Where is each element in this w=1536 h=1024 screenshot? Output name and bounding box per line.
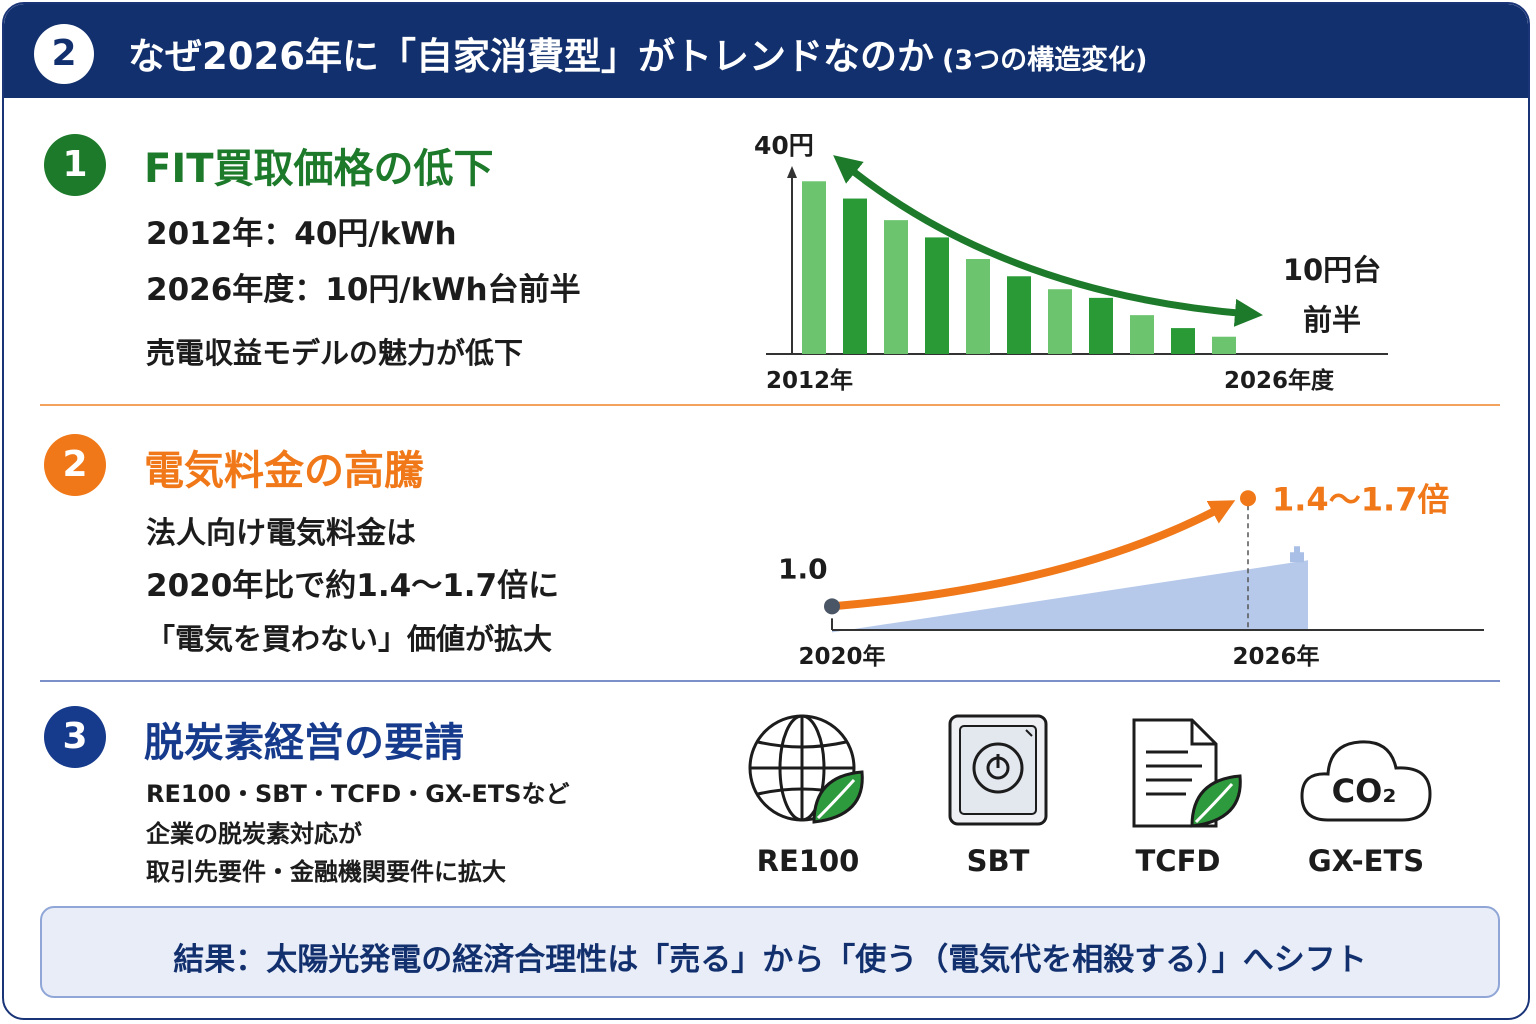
result-banner: 結果：太陽光発電の経済合理性は「売る」から「使う（電気代を相殺する）」へシフト xyxy=(40,906,1500,998)
icon-label-tcfd: TCFD xyxy=(1135,844,1221,878)
chart1-bar xyxy=(1171,328,1195,354)
co2-glyph: CO₂ xyxy=(1332,772,1397,810)
section-2-line-3: 「電気を買わない」価値が拡大 xyxy=(146,622,553,656)
section-divider-1 xyxy=(40,404,1500,406)
chart1-tick-label-start: 2012年 xyxy=(766,367,853,394)
chart1-y-axis-arrowhead xyxy=(787,166,797,178)
section-divider-2 xyxy=(40,680,1500,682)
chart2-tick-label-end: 2026年 xyxy=(1232,643,1319,670)
section-1-line-3: 売電収益モデルの魅力が低下 xyxy=(146,336,524,370)
section-1-number-badge: 1 xyxy=(44,134,106,196)
chart2-tick-label-start: 2020年 xyxy=(798,643,885,670)
section-1-title: FIT買取価格の低下 xyxy=(144,146,494,192)
icon-label-gx-ets: GX-ETS xyxy=(1307,844,1425,878)
chart2-rise-arrow xyxy=(831,500,1236,611)
header-bar: 2 なぜ2026年に「自家消費型」がトレンドなのか (3つの構造変化) xyxy=(4,4,1528,98)
chart1-bar xyxy=(966,259,990,354)
chart1-tick-label-end: 2026年度 xyxy=(1224,367,1335,394)
chart1-end-label-line2: 前半 xyxy=(1303,303,1361,337)
page-title: なぜ2026年に「自家消費型」がトレンドなのか (3つの構造変化) xyxy=(128,26,1147,80)
page-title-main: なぜ2026年に「自家消費型」がトレンドなのか xyxy=(128,35,934,78)
chart1-bar xyxy=(802,181,826,354)
electricity-price-chart: 1.0 1.4〜1.7倍 2020年 2026年 xyxy=(778,480,1484,670)
section-3-title: 脱炭素経営の要請 xyxy=(144,720,464,766)
chart1-y-top-label: 40円 xyxy=(754,131,814,160)
page-subtitle: (3つの構造変化) xyxy=(941,45,1148,76)
chart1-bar xyxy=(1048,289,1072,354)
section-3-line-3: 取引先要件・金融機関要件に拡大 xyxy=(146,858,506,886)
chart1-bar xyxy=(1089,297,1113,354)
chart2-start-point xyxy=(824,598,840,615)
chart2-area-spike xyxy=(1290,546,1304,563)
section-3-line-2: 企業の脱炭素対応が xyxy=(146,820,362,848)
globe-leaf-icon xyxy=(744,710,874,834)
section-2-number-badge: 2 xyxy=(44,434,106,496)
chart2-end-point xyxy=(1240,490,1256,507)
icon-label-sbt: SBT xyxy=(966,844,1030,878)
section-2-line-2: 2020年比で約1.4〜1.7倍に xyxy=(146,568,560,604)
section-3-line-1: RE100・SBT・TCFD・GX-ETSなど xyxy=(146,780,570,808)
section-1-line-1: 2012年：40円/kWh xyxy=(146,216,457,252)
chart2-area xyxy=(832,560,1308,633)
chart2-end-label: 1.4〜1.7倍 xyxy=(1272,480,1449,518)
chart2-start-label: 1.0 xyxy=(778,552,828,585)
chart1-bar xyxy=(843,198,867,354)
result-text: 結果：太陽光発電の経済合理性は「売る」から「使う（電気代を相殺する）」へシフト xyxy=(173,942,1367,978)
chart1-bar xyxy=(884,220,908,354)
chart1-bar xyxy=(1212,336,1236,354)
chart1-bar xyxy=(1130,315,1154,354)
chart1-end-label-line1: 10円台 xyxy=(1283,253,1381,287)
section-1-line-2: 2026年度：10円/kWh台前半 xyxy=(146,272,581,308)
icon-label-re100: RE100 xyxy=(756,844,860,878)
chart1-bar xyxy=(1007,276,1031,354)
header-number-badge: 2 xyxy=(34,24,94,84)
document-leaf-icon xyxy=(1128,716,1248,836)
section-3-number-badge: 3 xyxy=(44,706,106,768)
target-safe-icon xyxy=(946,712,1050,832)
chart1-bar xyxy=(925,237,949,354)
co2-cloud-icon: CO₂ xyxy=(1298,724,1434,832)
section-2-title: 電気料金の高騰 xyxy=(144,448,424,494)
section-2-line-1: 法人向け電気料金は xyxy=(146,516,416,551)
chart1-decline-arrow xyxy=(833,155,1263,327)
